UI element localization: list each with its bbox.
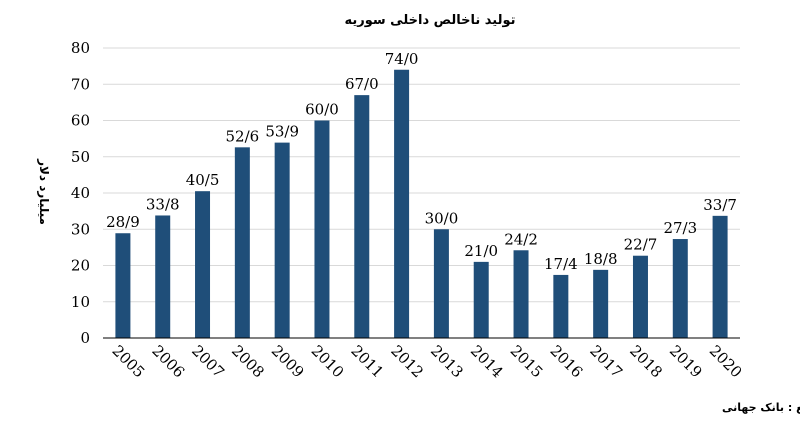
data-label: 27/3 [663, 219, 697, 237]
bar-2008 [234, 147, 250, 338]
x-tick-label: 2009 [268, 342, 308, 382]
bar-2012 [394, 69, 410, 338]
y-tick-label: 60 [71, 112, 90, 130]
data-label: 67/0 [345, 75, 379, 93]
x-tick-label: 2019 [666, 342, 706, 382]
data-label: 33/7 [703, 196, 737, 214]
data-label: 24/2 [504, 230, 538, 248]
data-labels: 28/9 33/8 40/5 52/6 53/9 60/0 67/0 74/0 30/0 21/0… [106, 50, 737, 273]
y-tick-label: 10 [71, 293, 90, 311]
bars [115, 69, 728, 338]
x-tick-label: 2016 [547, 342, 587, 382]
y-tick-label: 70 [71, 75, 90, 93]
x-tick-label: 2017 [586, 342, 626, 382]
bar-2014 [473, 261, 489, 338]
bar-2018 [632, 255, 648, 338]
bar-2019 [672, 239, 688, 338]
x-tick-label: 2018 [626, 342, 666, 382]
data-label: 28/9 [106, 213, 140, 231]
bar-2016 [553, 274, 569, 338]
x-tick-label: 2011 [347, 342, 387, 382]
bar-2007 [195, 191, 211, 338]
x-tick-label: 2010 [308, 342, 348, 382]
x-tick-label: 2012 [387, 342, 427, 382]
source-note: منبع : بانک جهانی [722, 401, 800, 414]
data-label: 21/0 [464, 242, 498, 260]
bar-2020 [712, 215, 728, 338]
x-tick-label: 2006 [148, 342, 188, 382]
bar-2011 [354, 95, 370, 338]
x-tick-label: 2014 [467, 342, 507, 382]
data-label: 40/5 [186, 171, 220, 189]
y-axis-ticks: 0 10 20 30 40 50 60 70 80 [71, 39, 90, 347]
x-tick-label: 2020 [706, 342, 746, 382]
bar-2009 [274, 142, 290, 338]
bar-2013 [433, 229, 449, 338]
data-label: 53/9 [265, 123, 299, 141]
data-label: 17/4 [544, 255, 578, 273]
bar-2006 [155, 215, 171, 338]
data-label: 30/0 [425, 209, 459, 227]
y-tick-label: 80 [71, 39, 90, 57]
x-tick-label: 2005 [109, 342, 149, 382]
bar-2010 [314, 120, 330, 338]
data-label: 60/0 [305, 101, 339, 119]
data-label: 33/8 [146, 195, 180, 213]
x-tick-label: 2015 [507, 342, 547, 382]
x-axis-ticks: 2005 2006 2007 2008 2009 2010 2011 2012 2013 2014… [109, 342, 746, 382]
y-axis-label: میلیارد دلار [37, 158, 51, 225]
data-label: 74/0 [385, 50, 419, 68]
y-tick-label: 30 [71, 220, 90, 238]
data-label: 22/7 [624, 236, 658, 254]
data-label: 18/8 [584, 250, 618, 268]
y-tick-label: 0 [80, 329, 90, 347]
bar-2005 [115, 233, 131, 338]
bar-2015 [513, 250, 529, 338]
y-tick-label: 50 [71, 148, 90, 166]
x-tick-label: 2013 [427, 342, 467, 382]
y-tick-label: 40 [71, 184, 90, 202]
data-label: 52/6 [226, 127, 260, 145]
x-tick-label: 2007 [188, 342, 228, 382]
x-tick-label: 2008 [228, 342, 268, 382]
bar-2017 [593, 269, 609, 338]
chart-title: تولید ناخالص داخلی سوریه [344, 13, 515, 28]
y-tick-label: 20 [71, 257, 90, 275]
